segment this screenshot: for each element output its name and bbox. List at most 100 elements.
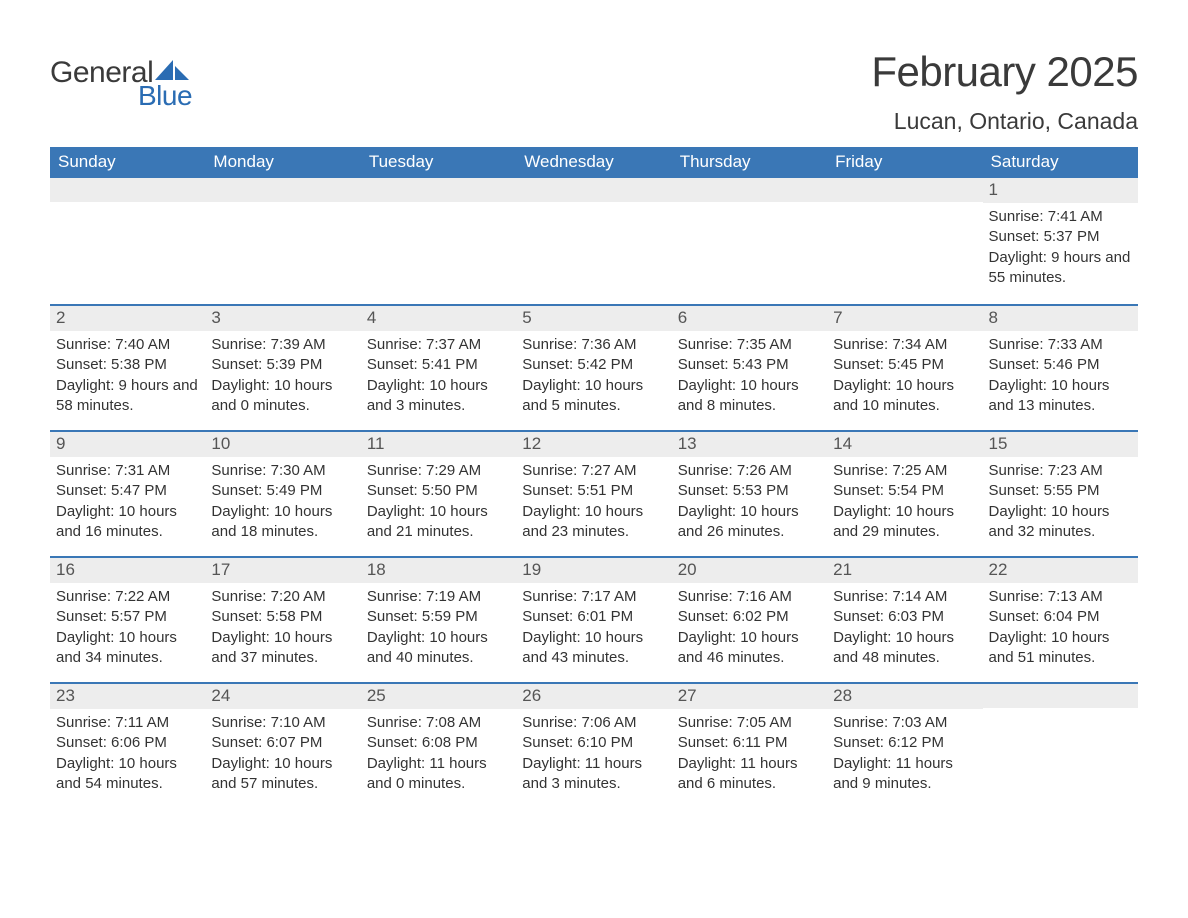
day-cell: 25Sunrise: 7:08 AMSunset: 6:08 PMDayligh… — [361, 684, 516, 808]
daylight-line: Daylight: 10 hours and 37 minutes. — [211, 628, 354, 669]
day-cell: 6Sunrise: 7:35 AMSunset: 5:43 PMDaylight… — [672, 306, 827, 430]
sunrise-value: 7:41 AM — [1048, 208, 1103, 225]
daylight-line: Daylight: 10 hours and 16 minutes. — [56, 502, 199, 543]
sunset-value: 5:42 PM — [577, 356, 633, 373]
daylight-label: Daylight: — [522, 629, 585, 646]
sunrise-line: Sunrise: 7:19 AM — [367, 587, 510, 607]
sunset-value: 5:39 PM — [266, 356, 322, 373]
day-cell: 18Sunrise: 7:19 AMSunset: 5:59 PMDayligh… — [361, 558, 516, 682]
day-cell: 1Sunrise: 7:41 AMSunset: 5:37 PMDaylight… — [983, 178, 1138, 304]
sunrise-value: 7:29 AM — [426, 462, 481, 479]
sunset-value: 5:50 PM — [422, 482, 478, 499]
sunset-value: 5:59 PM — [422, 608, 478, 625]
logo: General Blue — [50, 48, 192, 110]
sunrise-label: Sunrise: — [56, 462, 115, 479]
daylight-line: Daylight: 10 hours and 18 minutes. — [211, 502, 354, 543]
day-number: 8 — [983, 306, 1138, 331]
daylight-line: Daylight: 10 hours and 10 minutes. — [833, 376, 976, 417]
day-number: 9 — [50, 432, 205, 457]
sunrise-label: Sunrise: — [522, 588, 581, 605]
sunset-value: 5:43 PM — [733, 356, 789, 373]
day-cell: 9Sunrise: 7:31 AMSunset: 5:47 PMDaylight… — [50, 432, 205, 556]
sunrise-label: Sunrise: — [56, 588, 115, 605]
sunset-value: 6:08 PM — [422, 734, 478, 751]
daylight-label: Daylight: — [367, 755, 430, 772]
sunset-label: Sunset: — [367, 734, 422, 751]
daylight-line: Daylight: 10 hours and 23 minutes. — [522, 502, 665, 543]
sunset-label: Sunset: — [56, 608, 111, 625]
sunrise-label: Sunrise: — [367, 336, 426, 353]
sunset-label: Sunset: — [522, 356, 577, 373]
daylight-label: Daylight: — [678, 755, 741, 772]
daylight-line: Daylight: 10 hours and 57 minutes. — [211, 754, 354, 795]
sunset-value: 6:12 PM — [888, 734, 944, 751]
sunset-value: 6:06 PM — [111, 734, 167, 751]
sunset-line: Sunset: 5:38 PM — [56, 355, 199, 375]
sunrise-value: 7:37 AM — [426, 336, 481, 353]
day-body: Sunrise: 7:05 AMSunset: 6:11 PMDaylight:… — [672, 709, 827, 808]
sunrise-value: 7:31 AM — [115, 462, 170, 479]
day-number: 16 — [50, 558, 205, 583]
sunset-label: Sunset: — [678, 608, 733, 625]
daylight-label: Daylight: — [367, 377, 430, 394]
day-body: Sunrise: 7:41 AMSunset: 5:37 PMDaylight:… — [983, 203, 1138, 302]
sunrise-value: 7:16 AM — [737, 588, 792, 605]
sunrise-line: Sunrise: 7:29 AM — [367, 461, 510, 481]
sunset-line: Sunset: 5:39 PM — [211, 355, 354, 375]
sunset-line: Sunset: 6:10 PM — [522, 733, 665, 753]
daylight-label: Daylight: — [678, 377, 741, 394]
weekday-header: Sunday — [50, 147, 205, 178]
sunrise-line: Sunrise: 7:08 AM — [367, 713, 510, 733]
day-cell: 13Sunrise: 7:26 AMSunset: 5:53 PMDayligh… — [672, 432, 827, 556]
daylight-label: Daylight: — [989, 249, 1052, 266]
day-cell: 26Sunrise: 7:06 AMSunset: 6:10 PMDayligh… — [516, 684, 671, 808]
sunset-label: Sunset: — [989, 482, 1044, 499]
sunset-label: Sunset: — [833, 608, 888, 625]
day-number: 12 — [516, 432, 671, 457]
sunrise-label: Sunrise: — [522, 462, 581, 479]
daylight-label: Daylight: — [678, 629, 741, 646]
day-body: Sunrise: 7:11 AMSunset: 6:06 PMDaylight:… — [50, 709, 205, 808]
day-body: Sunrise: 7:10 AMSunset: 6:07 PMDaylight:… — [205, 709, 360, 808]
daylight-line: Daylight: 10 hours and 5 minutes. — [522, 376, 665, 417]
sunrise-value: 7:26 AM — [737, 462, 792, 479]
sunrise-label: Sunrise: — [989, 588, 1048, 605]
sunrise-label: Sunrise: — [833, 714, 892, 731]
sunrise-value: 7:20 AM — [271, 588, 326, 605]
sunrise-value: 7:25 AM — [892, 462, 947, 479]
daylight-line: Daylight: 10 hours and 40 minutes. — [367, 628, 510, 669]
day-body: Sunrise: 7:36 AMSunset: 5:42 PMDaylight:… — [516, 331, 671, 430]
day-number-empty — [516, 178, 671, 202]
sunset-line: Sunset: 5:54 PM — [833, 481, 976, 501]
daylight-line: Daylight: 10 hours and 21 minutes. — [367, 502, 510, 543]
daylight-label: Daylight: — [989, 629, 1052, 646]
weekday-header: Thursday — [672, 147, 827, 178]
sunrise-line: Sunrise: 7:27 AM — [522, 461, 665, 481]
day-number: 23 — [50, 684, 205, 709]
day-number: 14 — [827, 432, 982, 457]
day-body: Sunrise: 7:17 AMSunset: 6:01 PMDaylight:… — [516, 583, 671, 682]
day-body: Sunrise: 7:37 AMSunset: 5:41 PMDaylight:… — [361, 331, 516, 430]
sunset-value: 5:45 PM — [888, 356, 944, 373]
daylight-label: Daylight: — [56, 503, 119, 520]
sunset-line: Sunset: 6:02 PM — [678, 607, 821, 627]
daylight-line: Daylight: 11 hours and 0 minutes. — [367, 754, 510, 795]
daylight-line: Daylight: 9 hours and 55 minutes. — [989, 248, 1132, 289]
daylight-label: Daylight: — [211, 503, 274, 520]
sunset-line: Sunset: 6:12 PM — [833, 733, 976, 753]
daylight-line: Daylight: 10 hours and 34 minutes. — [56, 628, 199, 669]
sunset-line: Sunset: 5:41 PM — [367, 355, 510, 375]
daylight-label: Daylight: — [833, 629, 896, 646]
sunrise-line: Sunrise: 7:33 AM — [989, 335, 1132, 355]
sunset-value: 6:07 PM — [266, 734, 322, 751]
day-body: Sunrise: 7:08 AMSunset: 6:08 PM Daylight:… — [361, 709, 516, 808]
day-number: 10 — [205, 432, 360, 457]
sunrise-value: 7:17 AM — [581, 588, 636, 605]
sunrise-line: Sunrise: 7:37 AM — [367, 335, 510, 355]
sunset-label: Sunset: — [56, 734, 111, 751]
sunset-label: Sunset: — [678, 482, 733, 499]
daylight-line: Daylight: 10 hours and 46 minutes. — [678, 628, 821, 669]
sunset-line: Sunset: 5:58 PM — [211, 607, 354, 627]
sunrise-label: Sunrise: — [678, 336, 737, 353]
day-number: 18 — [361, 558, 516, 583]
